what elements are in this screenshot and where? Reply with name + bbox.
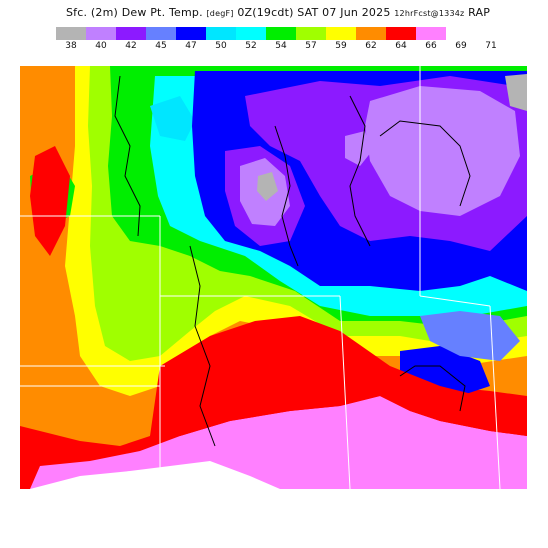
- title-forecast: 12hrFcst@1334z: [394, 9, 465, 18]
- legend-swatch: [416, 27, 446, 40]
- legend-tick-label: 64: [395, 41, 407, 51]
- legend-swatch: [56, 27, 86, 40]
- legend-tick-label: 45: [155, 41, 167, 51]
- legend-tick-label: 71: [485, 41, 497, 51]
- title-units: [degF]: [206, 9, 234, 18]
- title-time: 0Z(19cdt): [237, 6, 294, 19]
- legend-tick-label: 66: [425, 41, 437, 51]
- legend-swatch: [266, 27, 296, 40]
- legend-tick-label: 52: [245, 41, 257, 51]
- state-borders: [20, 66, 501, 489]
- legend-swatch: [236, 27, 266, 40]
- legend-tick-label: 62: [365, 41, 377, 51]
- legend-swatch: [296, 27, 326, 40]
- coastlines: [114, 75, 471, 447]
- pink-zone: [30, 396, 527, 489]
- gray-zone-2: [257, 172, 278, 201]
- violet-zone-3: [345, 131, 372, 166]
- legend-tick-label: 38: [65, 41, 77, 51]
- legend-swatch: [356, 27, 386, 40]
- red-zone-central: [150, 316, 527, 436]
- violet-zone: [365, 86, 520, 216]
- cyan-zone-2: [150, 96, 195, 141]
- title-model: RAP: [468, 6, 491, 19]
- dewpoint-map: [20, 66, 527, 489]
- title-date: SAT 07 Jun 2025: [297, 6, 391, 19]
- lightblue-zone: [420, 311, 520, 361]
- red-zone-west: [30, 146, 70, 256]
- legend-tick-label: 59: [335, 41, 347, 51]
- gray-zone: [505, 74, 527, 111]
- legend-tick-label: 40: [95, 41, 107, 51]
- map-title: Sfc. (2m) Dew Pt. Temp. [degF] 0Z(19cdt)…: [66, 6, 490, 19]
- legend-tick-label: 69: [455, 41, 467, 51]
- legend-swatch: [206, 27, 236, 40]
- legend-swatch: [326, 27, 356, 40]
- legend-tick-label: 57: [305, 41, 317, 51]
- legend-tick-label: 54: [275, 41, 287, 51]
- legend-swatch: [116, 27, 146, 40]
- legend-tick-label: 47: [185, 41, 197, 51]
- legend-ticks: 38 40 42 45 47 50 52 54 57 59 62 64 66 69 71: [56, 41, 536, 53]
- color-legend: [56, 27, 476, 40]
- legend-swatch: [386, 27, 416, 40]
- legend-swatch: [446, 27, 476, 40]
- legend-tick-label: 50: [215, 41, 227, 51]
- legend-swatch: [176, 27, 206, 40]
- legend-tick-label: 42: [125, 41, 137, 51]
- legend-swatch: [146, 27, 176, 40]
- title-product: Sfc. (2m) Dew Pt. Temp.: [66, 6, 203, 19]
- legend-swatch: [86, 27, 116, 40]
- white-zone: [30, 461, 280, 489]
